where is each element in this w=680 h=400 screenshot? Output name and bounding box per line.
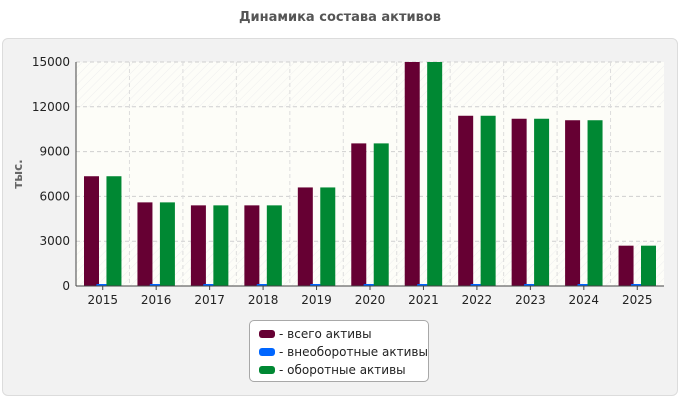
- x-tick-label: 2024: [569, 293, 600, 307]
- bar-current-assets: [534, 118, 550, 286]
- bar-current-assets: [159, 202, 175, 286]
- bar-current-assets: [320, 187, 336, 286]
- bar-total-assets: [351, 143, 367, 286]
- y-axis-label: тыс.: [11, 159, 25, 188]
- x-tick-label: 2017: [194, 293, 225, 307]
- x-tick-label: 2016: [141, 293, 172, 307]
- x-tick-label: 2021: [408, 293, 439, 307]
- bar-total-assets: [190, 205, 206, 286]
- x-tick-label: 2022: [462, 293, 493, 307]
- x-tick-label: 2019: [301, 293, 332, 307]
- x-tick-label: 2020: [355, 293, 386, 307]
- y-tick-label: 3000: [39, 234, 70, 248]
- chart-title: Динамика состава активов: [238, 10, 442, 25]
- bar-current-assets: [213, 205, 229, 286]
- legend-label-current-assets: - оборотные активы: [279, 363, 406, 377]
- bar-current-assets: [266, 205, 282, 286]
- bar-total-assets: [618, 245, 634, 286]
- bar-current-assets: [427, 62, 443, 286]
- y-tick-label: 12000: [32, 100, 70, 114]
- bar-current-assets: [480, 115, 496, 286]
- y-tick-label: 15000: [32, 55, 70, 69]
- bar-total-assets: [297, 187, 313, 286]
- y-tick-label: 6000: [39, 189, 70, 203]
- legend-swatch-current-assets: [259, 366, 275, 374]
- bar-current-assets: [373, 143, 389, 286]
- bar-total-assets: [137, 202, 153, 286]
- legend: - всего активы - внеоборотные активы - о…: [249, 320, 429, 382]
- y-tick-label: 0: [62, 279, 70, 293]
- legend-item-current-assets: - оборотные активы: [259, 361, 428, 379]
- legend-item-noncurrent-assets: - внеоборотные активы: [259, 343, 428, 361]
- bar-total-assets: [511, 118, 527, 286]
- legend-label-noncurrent-assets: - внеоборотные активы: [279, 345, 428, 359]
- legend-swatch-noncurrent-assets: [259, 348, 275, 356]
- x-tick-label: 2023: [515, 293, 546, 307]
- bar-current-assets: [106, 176, 122, 286]
- y-tick-label: 9000: [39, 145, 70, 159]
- plot-area-hatch-top: [76, 62, 664, 107]
- legend-label-total-assets: - всего активы: [279, 327, 372, 341]
- x-tick-label: 2025: [622, 293, 653, 307]
- bar-total-assets: [458, 115, 474, 286]
- bar-total-assets: [404, 62, 420, 286]
- legend-swatch-total-assets: [259, 330, 275, 338]
- bar-total-assets: [565, 120, 581, 287]
- legend-item-total-assets: - всего активы: [259, 325, 428, 343]
- bar-total-assets: [84, 176, 99, 286]
- x-tick-label: 2018: [248, 293, 279, 307]
- bar-current-assets: [587, 120, 603, 287]
- x-tick-label: 2015: [87, 293, 118, 307]
- bar-current-assets: [641, 245, 656, 286]
- bar-total-assets: [244, 205, 260, 286]
